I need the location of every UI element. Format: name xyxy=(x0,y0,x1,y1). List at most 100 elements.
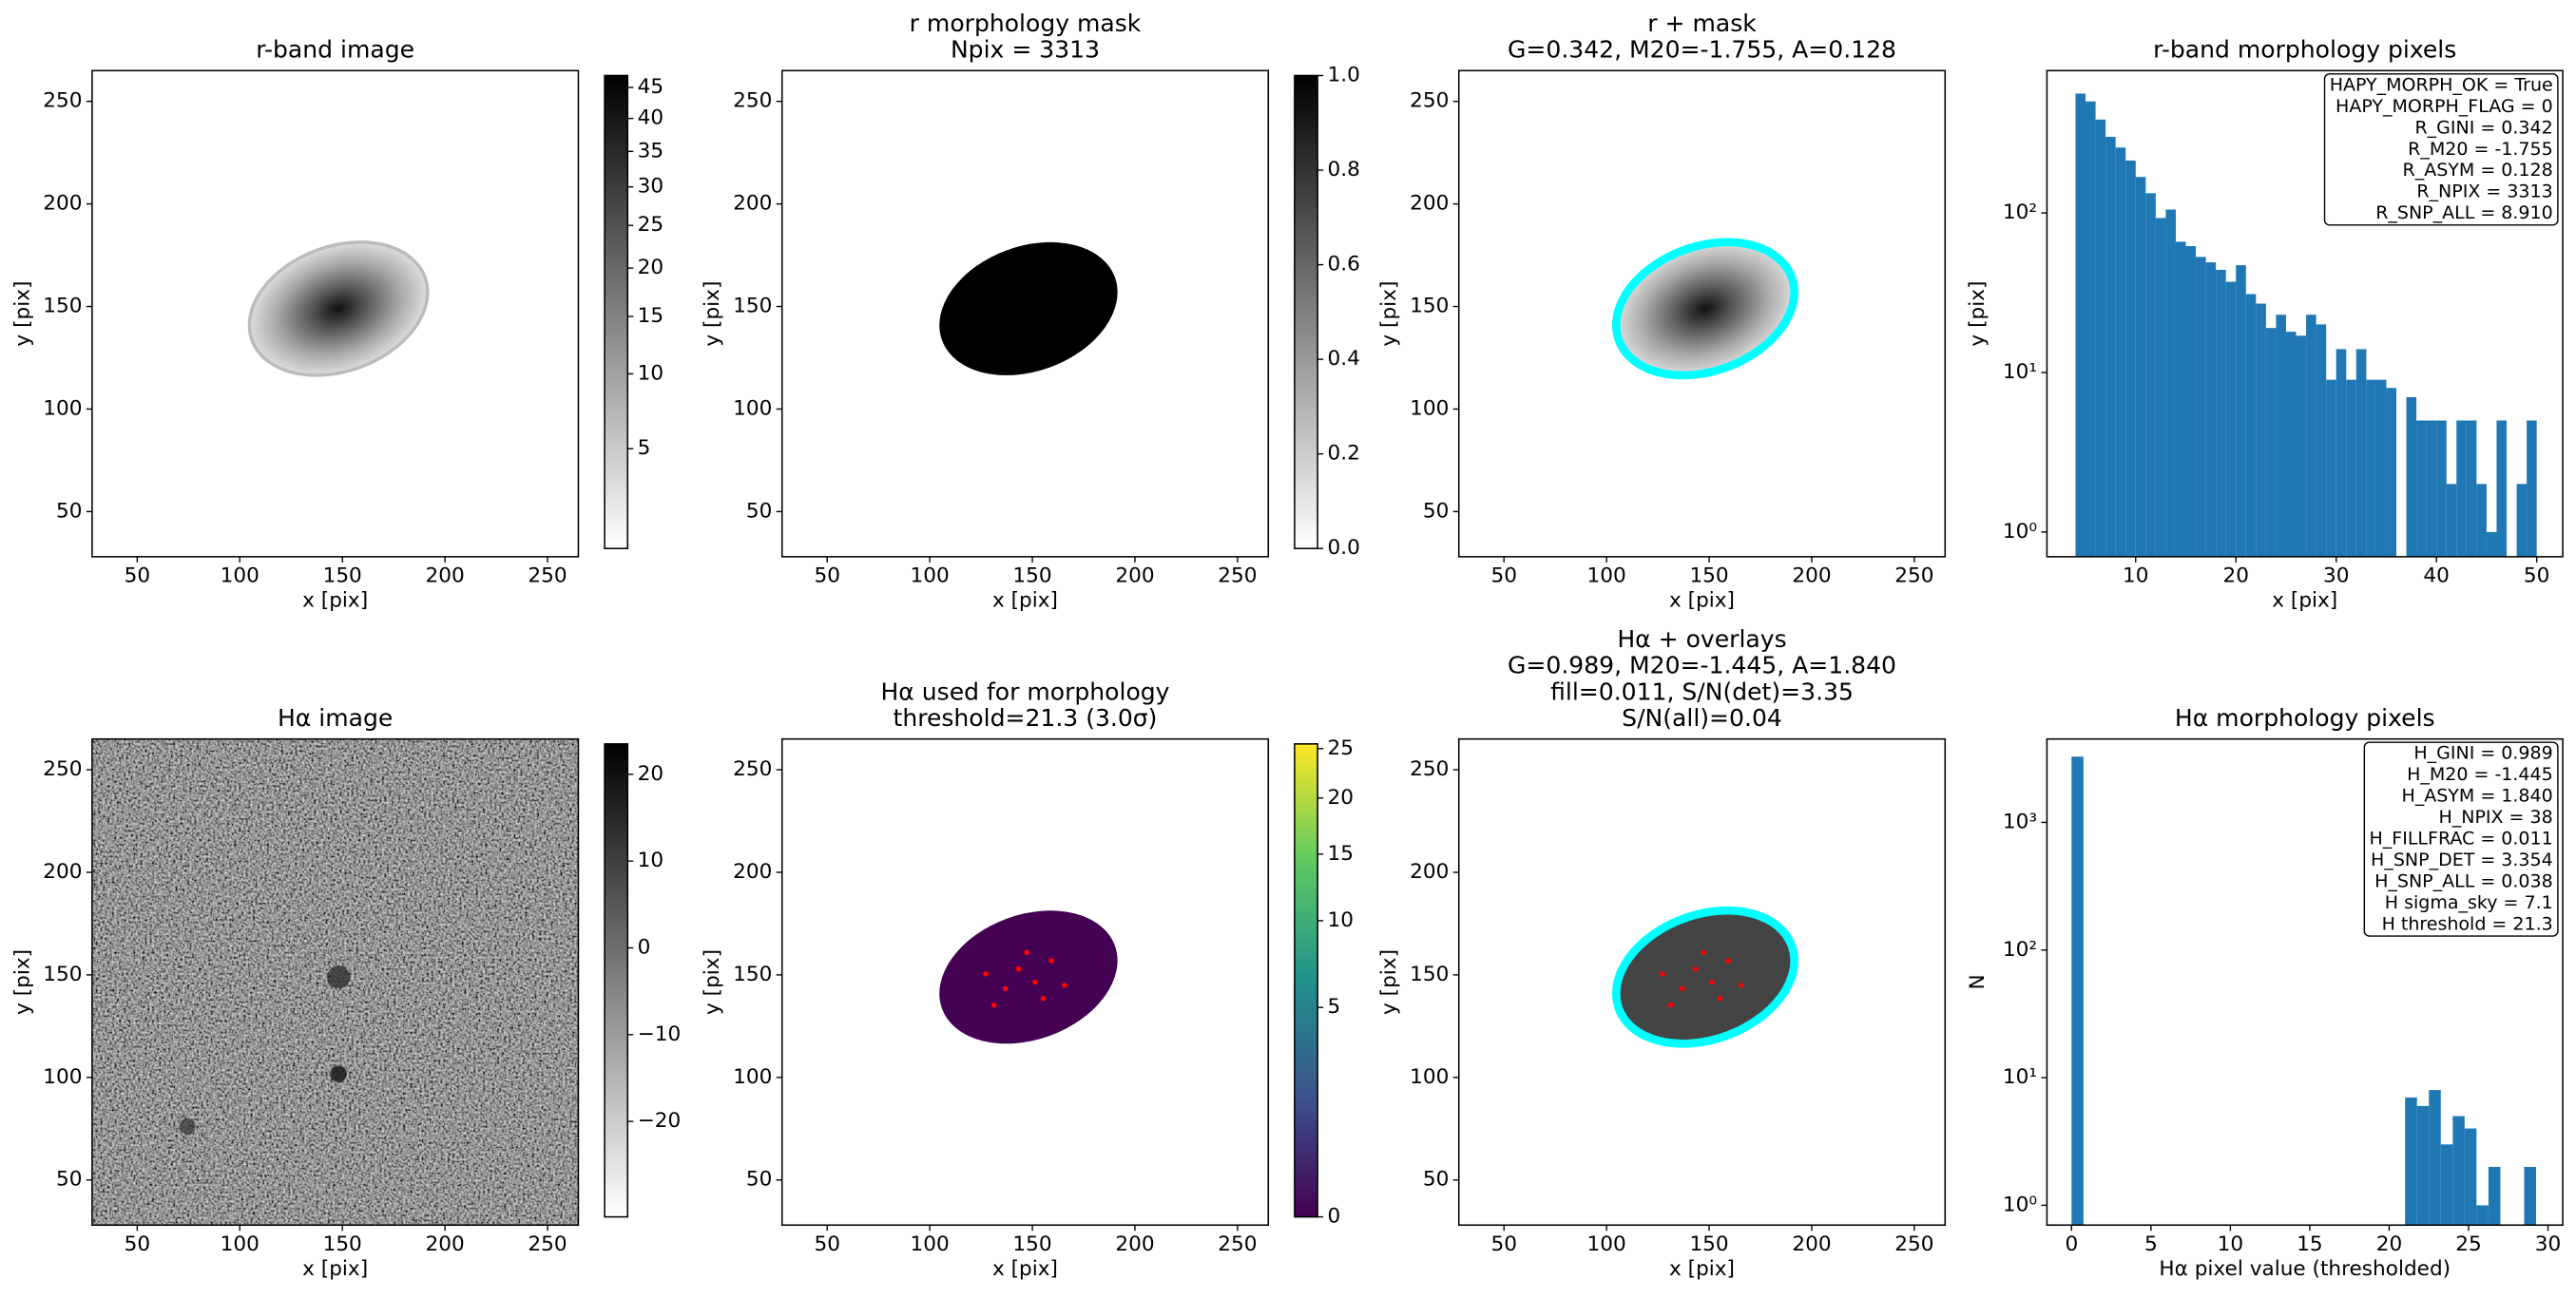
x-tick-label: 100 xyxy=(1587,564,1626,588)
x-axis-label: x [pix] xyxy=(992,1257,1058,1281)
colorbar-tick-label: 10 xyxy=(638,361,663,385)
y-axis-label: y [pix] xyxy=(1377,281,1401,347)
bar xyxy=(2440,1144,2453,1226)
x-axis-label: x [pix] xyxy=(302,589,368,613)
bar xyxy=(2416,420,2427,557)
x-tick-label: 200 xyxy=(1792,1232,1831,1256)
chart-title: r-band morphology pixels xyxy=(2153,36,2456,64)
x-axis-label: x [pix] xyxy=(2272,589,2337,613)
x-tick-label: 15 xyxy=(2297,1232,2322,1256)
x-tick-label: 200 xyxy=(426,564,465,588)
y-tick-label: 10¹ xyxy=(2003,360,2037,384)
chart-title: S/N(all)=0.04 xyxy=(1622,704,1782,732)
axes-frame xyxy=(780,737,1270,1227)
bar xyxy=(2236,265,2246,557)
colorbar-tick-label: 15 xyxy=(638,304,663,328)
annotation-line: H_SNP_ALL = 0.038 xyxy=(2374,871,2553,892)
y-tick-label: 150 xyxy=(1410,295,1449,318)
y-tick-label: 200 xyxy=(1410,192,1449,216)
detected-pixels xyxy=(983,949,1744,1008)
chart-title: fill=0.011, S/N(det)=3.35 xyxy=(1550,678,1854,705)
x-tick-label: 250 xyxy=(528,564,567,588)
bar xyxy=(2406,396,2417,557)
bar xyxy=(2115,147,2126,557)
chart-title: r morphology mask xyxy=(910,10,1142,37)
ha-blob xyxy=(179,1118,196,1136)
bar xyxy=(2452,1116,2465,1226)
axes-frame xyxy=(91,737,580,1227)
y-tick-label: 10⁰ xyxy=(2003,520,2037,544)
bar xyxy=(2524,1166,2537,1226)
x-tick-label: 200 xyxy=(1115,564,1154,588)
x-tick-label: 150 xyxy=(323,1232,362,1256)
x-tick-label: 50 xyxy=(814,564,839,588)
bar xyxy=(2386,388,2396,557)
colorbar-tick-label: 30 xyxy=(638,175,663,199)
y-tick-label: 250 xyxy=(733,757,772,781)
annotation-line: HAPY_MORPH_OK = True xyxy=(2330,74,2553,95)
galaxy xyxy=(247,240,430,377)
x-tick-label: 200 xyxy=(1115,1232,1154,1256)
bar xyxy=(2426,420,2437,557)
colorbar-tick-label: 25 xyxy=(638,213,663,237)
colorbar-tick-label: 20 xyxy=(1327,786,1353,810)
y-axis-label: y [pix] xyxy=(701,281,724,347)
galaxy-mask xyxy=(1611,238,1798,380)
x-tick-label: 10 xyxy=(2218,1232,2243,1256)
bar xyxy=(2446,484,2457,557)
bar xyxy=(2225,281,2237,557)
x-tick-label: 30 xyxy=(2323,564,2349,588)
y-tick-label: 150 xyxy=(43,295,82,318)
bar xyxy=(2306,315,2316,557)
bar xyxy=(2216,269,2226,557)
x-tick-label: 50 xyxy=(125,1232,150,1256)
axes-frame xyxy=(1457,69,1947,558)
chart-title: r + mask xyxy=(1647,10,1757,37)
x-tick-label: 250 xyxy=(528,1232,567,1256)
y-tick-label: 150 xyxy=(43,963,82,986)
bar xyxy=(2071,756,2084,1226)
colorbar-tick-label: 5 xyxy=(1327,995,1340,1019)
annotation-line: R_ASYM = 0.128 xyxy=(2403,160,2553,181)
y-tick-label: 50 xyxy=(56,1168,82,1192)
x-tick-label: 25 xyxy=(2455,1232,2481,1256)
colorbar-tick-label: 20 xyxy=(638,762,663,786)
bar xyxy=(2456,420,2467,557)
x-tick-label: 100 xyxy=(221,564,260,588)
colorbar-tick-label: 0.0 xyxy=(1327,536,1359,560)
annotation-background xyxy=(2363,741,2559,937)
y-tick-label: 150 xyxy=(733,295,772,318)
y-axis-label: N xyxy=(1966,974,1990,989)
x-tick-label: 10 xyxy=(2123,564,2148,588)
bar xyxy=(2336,349,2347,557)
x-axis-label: Hα pixel value (thresholded) xyxy=(2159,1257,2451,1281)
x-axis-label: x [pix] xyxy=(1669,1257,1735,1281)
x-tick-label: 250 xyxy=(1894,564,1933,588)
y-tick-label: 10² xyxy=(2003,201,2037,224)
annotation-line: H sigma_sky = 7.1 xyxy=(2385,892,2553,913)
bar xyxy=(2095,119,2106,557)
chart-title: r-band image xyxy=(256,36,414,64)
colorbar-tick-label: −20 xyxy=(638,1109,682,1133)
y-axis-label: y [pix] xyxy=(1966,281,1990,347)
x-tick-label: 20 xyxy=(2376,1232,2402,1256)
colorbar-tick-label: 40 xyxy=(638,106,663,130)
colorbar-tick-label: 1.0 xyxy=(1327,63,1359,86)
annotation-line: H threshold = 21.3 xyxy=(2382,913,2553,934)
y-tick-label: 100 xyxy=(1410,396,1449,420)
chart-title: Hα used for morphology xyxy=(880,678,1169,705)
x-tick-label: 50 xyxy=(2524,564,2549,588)
axes-frame xyxy=(2046,69,2564,558)
x-tick-label: 100 xyxy=(911,1232,950,1256)
colorbar-tick-label: 0 xyxy=(638,935,651,959)
x-tick-label: 150 xyxy=(1689,564,1728,588)
x-tick-label: 150 xyxy=(1012,1232,1051,1256)
annotation-line: H_SNP_DET = 3.354 xyxy=(2371,850,2553,870)
annotation-line: R_GINI = 0.342 xyxy=(2414,117,2552,138)
colorbar-tick-label: 5 xyxy=(638,436,651,460)
colorbar-tick-label: 0 xyxy=(1327,1205,1340,1229)
y-tick-label: 200 xyxy=(733,192,772,216)
x-axis-label: x [pix] xyxy=(302,1257,368,1281)
axes-frame xyxy=(780,69,1270,558)
